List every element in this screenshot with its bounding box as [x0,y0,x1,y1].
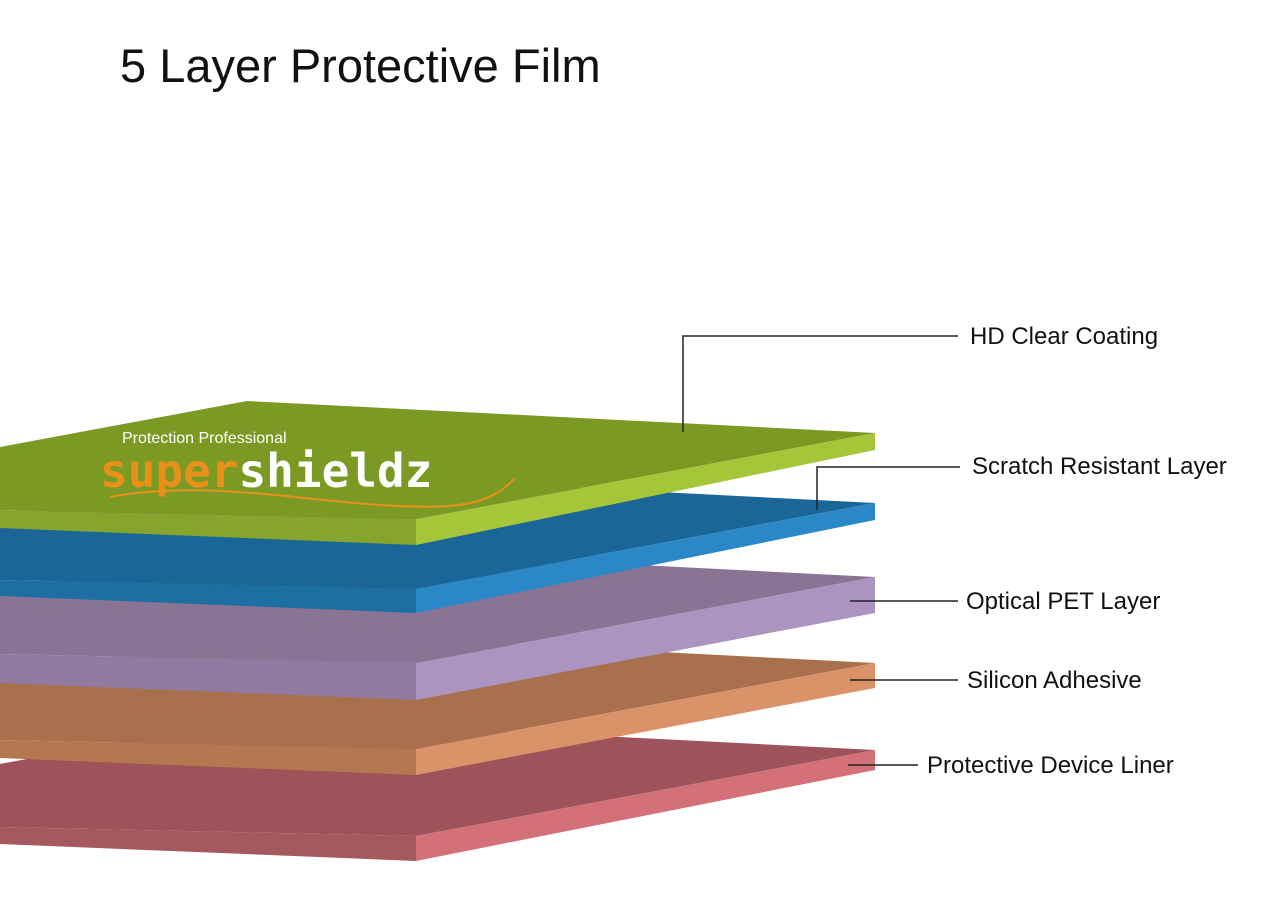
layer-label: HD Clear Coating [970,323,1158,350]
leader-line [816,466,960,510]
logo-wordmark: supershieldz [100,444,432,498]
logo-swoosh [109,477,516,508]
layer-front-face [0,510,416,545]
layer-side-face [416,663,875,775]
layer-label: Protective Device Liner [927,752,1174,779]
layer-front-face [0,740,416,775]
layer-label: Optical PET Layer [966,588,1160,615]
layer-label: Scratch Resistant Layer [972,453,1227,480]
layer-side-face [416,750,875,861]
layer-front-face [0,580,416,613]
layer-front-face [0,654,416,700]
layer-side-face [416,433,875,545]
layer-front-face [0,827,416,861]
logo-tagline: Protection Professional [122,430,287,447]
page-title: 5 Layer Protective Film [120,39,601,92]
layer-side-face [416,577,875,700]
layer-side-face [416,503,875,613]
layer-1 [0,401,875,545]
leader-line [682,335,958,432]
layer-label: Silicon Adhesive [967,667,1142,694]
layer-top-face [0,401,875,519]
